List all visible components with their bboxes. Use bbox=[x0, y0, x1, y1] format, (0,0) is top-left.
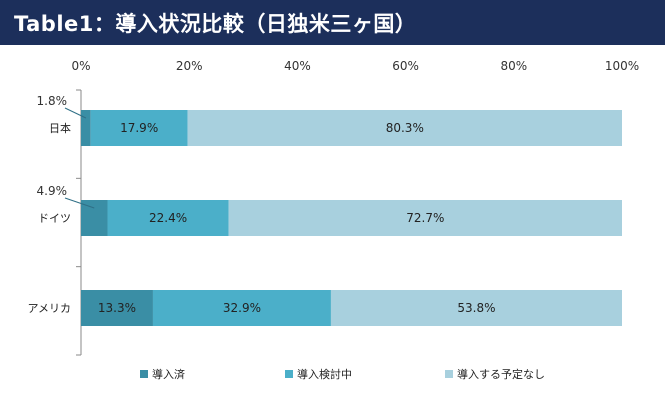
x-tick-label: 60% bbox=[392, 59, 419, 73]
bar-segment bbox=[107, 200, 229, 236]
bar-segment bbox=[81, 110, 91, 146]
data-label: 32.9% bbox=[223, 301, 261, 315]
category-label: アメリカ bbox=[28, 302, 71, 315]
data-label-outside: 4.9% bbox=[37, 184, 68, 198]
legend-swatch bbox=[285, 370, 293, 378]
legend-swatch bbox=[140, 370, 148, 378]
data-label: 17.9% bbox=[120, 121, 158, 135]
x-tick-label: 80% bbox=[500, 59, 527, 73]
leader-line bbox=[64, 197, 95, 209]
title-bar: Table1：導入状況比較（日独米三ヶ国） bbox=[0, 0, 665, 45]
bar-segment bbox=[330, 290, 622, 326]
data-label: 53.8% bbox=[457, 301, 495, 315]
data-label-outside: 1.8% bbox=[37, 94, 68, 108]
bar-segment bbox=[152, 290, 331, 326]
leader-line bbox=[64, 107, 87, 119]
bar-segment bbox=[81, 290, 153, 326]
data-label: 80.3% bbox=[386, 121, 424, 135]
bar-segment bbox=[90, 110, 188, 146]
bar-segment bbox=[187, 110, 622, 146]
x-tick-label: 20% bbox=[176, 59, 203, 73]
bar-segment bbox=[228, 200, 622, 236]
x-tick-label: 100% bbox=[605, 59, 639, 73]
data-label: 22.4% bbox=[149, 211, 187, 225]
legend-swatch bbox=[445, 370, 453, 378]
data-label: 13.3% bbox=[98, 301, 136, 315]
category-label: ドイツ bbox=[38, 212, 71, 225]
x-tick-label: 0% bbox=[71, 59, 90, 73]
x-tick-label: 40% bbox=[284, 59, 311, 73]
chart-title: Table1：導入状況比較（日独米三ヶ国） bbox=[14, 12, 417, 36]
data-label: 72.7% bbox=[406, 211, 444, 225]
legend-label: 導入する予定なし bbox=[457, 367, 545, 381]
bar-segment bbox=[81, 200, 108, 236]
category-label: 日本 bbox=[49, 121, 71, 135]
legend-label: 導入検討中 bbox=[297, 367, 352, 381]
legend-label: 導入済 bbox=[152, 367, 185, 381]
